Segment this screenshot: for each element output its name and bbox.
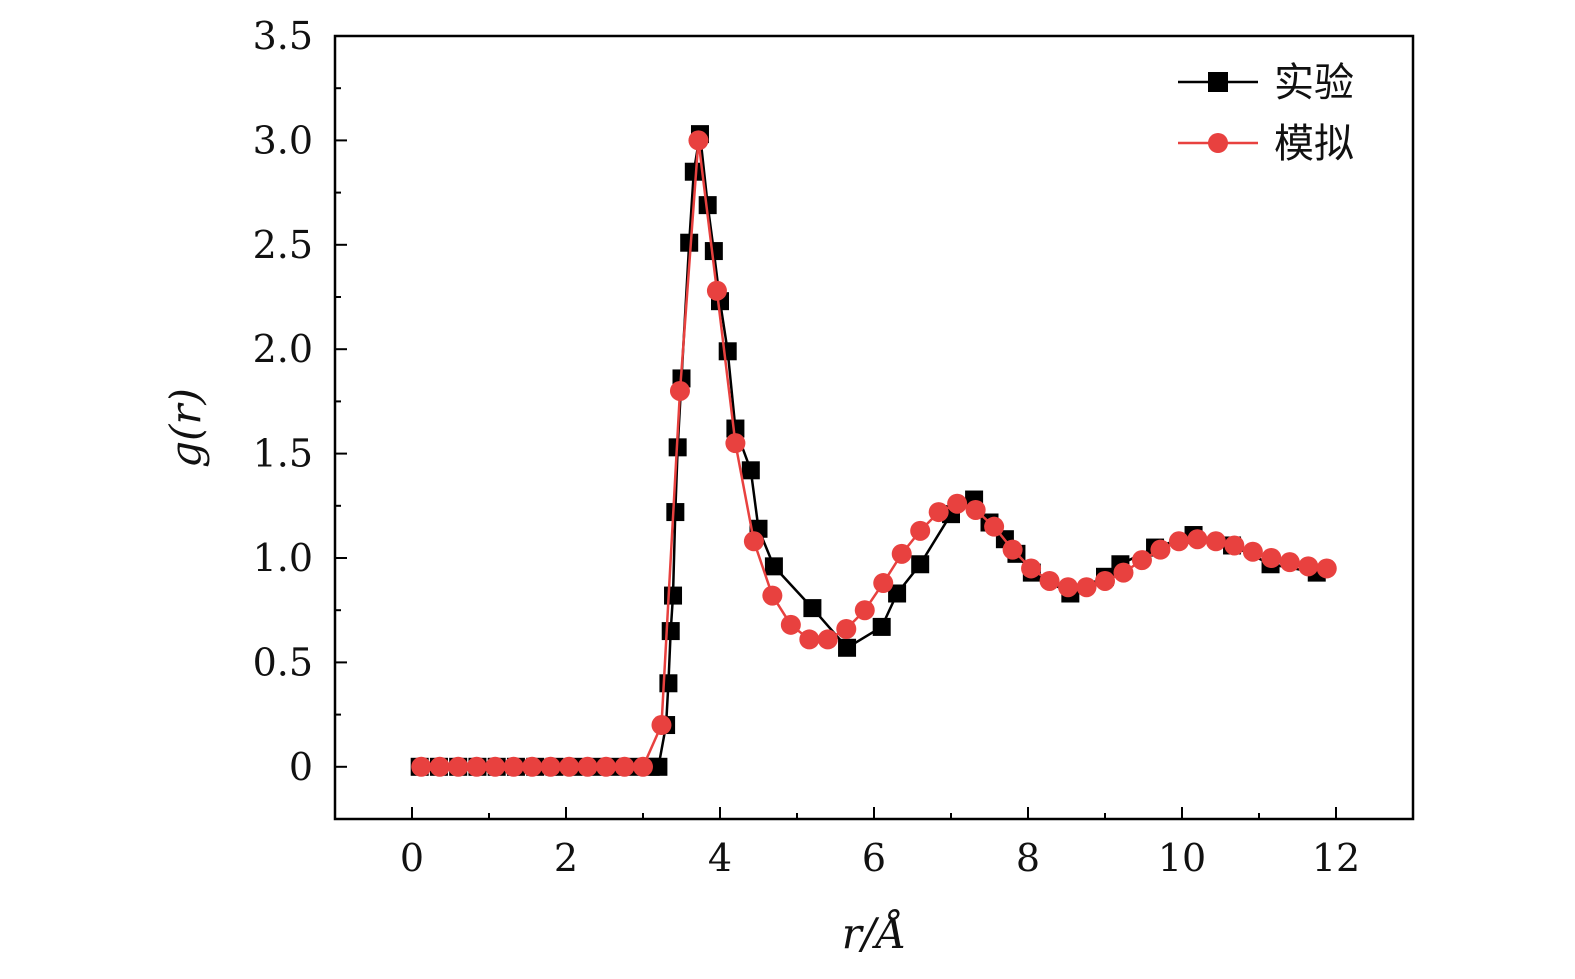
data-point-circle	[1224, 535, 1245, 556]
data-point-square	[741, 461, 760, 480]
data-point-circle	[1076, 577, 1097, 598]
data-point-circle	[688, 130, 709, 151]
data-point-circle	[947, 493, 968, 514]
series-line-experiment	[419, 132, 1318, 769]
data-point-circle	[577, 756, 598, 777]
data-point-circle	[706, 280, 727, 301]
data-point-circle	[1150, 539, 1171, 560]
data-point-square	[764, 557, 783, 576]
x-tick-label: 2	[554, 836, 578, 880]
data-point-circle	[448, 756, 469, 777]
data-point-circle	[1187, 529, 1208, 550]
y-axis-ticks: 0 0.5 1.0 1.5 2.0 2.5 3.0 3.5	[253, 14, 347, 820]
data-point-circle	[559, 756, 580, 777]
data-point-square	[803, 599, 822, 618]
data-point-circle	[854, 600, 875, 621]
legend-marker-square	[1208, 72, 1228, 92]
data-point-circle	[1002, 539, 1023, 560]
x-tick-label: 8	[1016, 836, 1040, 880]
y-tick-label: 0.5	[253, 640, 313, 684]
data-point-circle	[910, 520, 931, 541]
data-point-circle	[743, 531, 764, 552]
data-point-square	[726, 419, 745, 438]
data-point-circle	[522, 756, 543, 777]
x-tick-label: 10	[1158, 836, 1206, 880]
data-point-square	[661, 622, 680, 641]
data-point-circle	[466, 756, 487, 777]
data-point-circle	[1039, 570, 1060, 591]
data-point-circle	[928, 502, 949, 523]
data-point-square	[888, 584, 907, 603]
data-point-circle	[1131, 550, 1152, 571]
legend-label-simulation: 模拟	[1274, 121, 1354, 167]
data-point-circle	[984, 516, 1005, 537]
data-point-square	[664, 586, 683, 605]
x-tick-label: 6	[862, 836, 886, 880]
data-point-square	[666, 503, 685, 522]
data-point-circle	[1095, 570, 1115, 591]
data-point-square	[698, 196, 717, 215]
data-point-square	[680, 233, 699, 252]
data-point-circle	[780, 614, 801, 635]
data-point-circle	[1279, 552, 1300, 573]
data-point-square	[659, 674, 678, 693]
x-tick-label: 4	[708, 836, 732, 880]
x-axis-ticks: 0 2 4 6 8 10 12	[334, 807, 1414, 880]
data-point-circle	[1021, 558, 1042, 579]
data-point-circle	[429, 756, 450, 777]
data-point-circle	[725, 433, 746, 454]
data-point-circle	[817, 629, 838, 650]
y-tick-label: 2.5	[253, 223, 313, 267]
y-tick-label: 2.0	[253, 327, 313, 371]
data-point-circle	[614, 756, 635, 777]
data-point-circle	[1058, 577, 1079, 598]
legend-label-experiment: 实验	[1274, 60, 1354, 106]
data-point-circle	[540, 756, 561, 777]
data-point-circle	[762, 585, 783, 606]
data-point-circle	[503, 756, 524, 777]
data-point-circle	[836, 618, 857, 639]
data-point-square	[838, 638, 857, 657]
data-point-square	[684, 162, 703, 181]
data-point-circle	[485, 756, 506, 777]
data-point-circle	[1298, 556, 1319, 577]
data-point-square	[649, 757, 668, 776]
data-point-square	[872, 617, 891, 636]
series-layer	[410, 125, 1337, 777]
data-point-circle	[799, 629, 820, 650]
data-point-square	[718, 342, 737, 361]
legend: 实验 模拟	[1178, 60, 1354, 167]
data-point-circle	[891, 543, 912, 564]
data-point-square	[911, 555, 930, 574]
data-point-circle	[873, 573, 894, 594]
data-point-square	[704, 242, 723, 261]
data-point-circle	[411, 756, 432, 777]
data-point-circle	[965, 499, 986, 520]
data-point-circle	[596, 756, 617, 777]
data-point-circle	[1242, 541, 1263, 562]
data-point-circle	[651, 715, 672, 736]
data-point-circle	[1261, 548, 1282, 568]
y-axis-label: g(r)	[161, 388, 210, 468]
y-tick-label: 1.0	[253, 536, 313, 580]
y-tick-label: 0	[289, 745, 313, 789]
x-axis-label: r/Å	[842, 908, 907, 958]
x-tick-label: 12	[1312, 836, 1360, 880]
x-tick-label: 0	[400, 836, 424, 880]
data-point-circle	[1316, 558, 1337, 579]
data-point-circle	[1168, 531, 1189, 552]
series-line-simulation	[421, 139, 1327, 769]
y-tick-label: 3.5	[253, 14, 313, 58]
data-point-circle	[1205, 531, 1226, 552]
y-tick-label: 3.0	[253, 118, 313, 162]
data-point-circle	[669, 380, 690, 401]
data-point-circle	[633, 756, 653, 777]
legend-marker-circle	[1208, 133, 1228, 153]
y-tick-label: 1.5	[253, 432, 313, 476]
plot-frame	[333, 34, 1415, 821]
data-point-circle	[1113, 562, 1134, 583]
